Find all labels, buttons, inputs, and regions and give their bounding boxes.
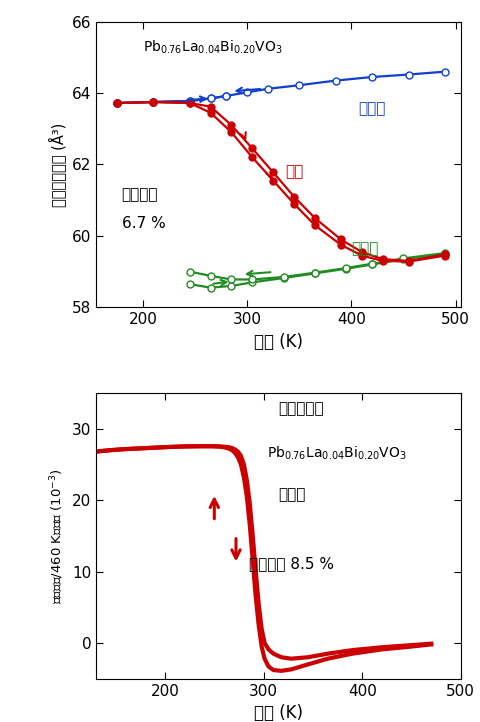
Text: 熱機械分析: 熱機械分析	[278, 401, 324, 417]
Text: Pb$_{0.76}$La$_{0.04}$Bi$_{0.20}$VO$_3$: Pb$_{0.76}$La$_{0.04}$Bi$_{0.20}$VO$_3$	[267, 445, 408, 462]
Y-axis label: 長さ変化/460 Kの長さ (10$^{-3}$): 長さ変化/460 Kの長さ (10$^{-3}$)	[48, 468, 66, 604]
Y-axis label: 単位格子体積 (Å³): 単位格子体積 (Å³)	[48, 122, 66, 206]
Text: 低温相: 低温相	[359, 102, 386, 117]
Text: 体積収縮 8.5 %: 体積収縮 8.5 %	[249, 556, 334, 571]
X-axis label: 温度 (K): 温度 (K)	[254, 333, 303, 351]
Text: 体積収縮: 体積収縮	[121, 187, 158, 202]
Text: 6.7 %: 6.7 %	[121, 216, 165, 231]
Text: 平均: 平均	[286, 165, 304, 180]
Text: Pb$_{0.76}$La$_{0.04}$Bi$_{0.20}$VO$_3$: Pb$_{0.76}$La$_{0.04}$Bi$_{0.20}$VO$_3$	[144, 39, 283, 56]
X-axis label: 温度 (K): 温度 (K)	[254, 704, 303, 722]
Text: 高温相: 高温相	[351, 242, 379, 256]
Text: 焼結体: 焼結体	[278, 487, 306, 503]
